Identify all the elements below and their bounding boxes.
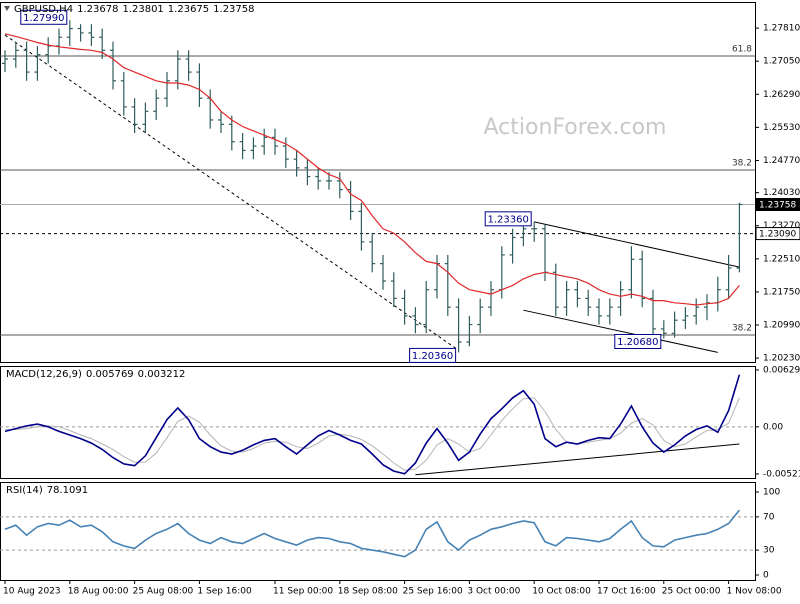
plot-area	[0, 20, 755, 353]
indicator-title: RSI(14)	[6, 485, 43, 496]
indicator-value: 78.1091	[47, 485, 88, 496]
y-tick-label: 0.00	[763, 422, 783, 432]
x-tick-label: 10 Oct 08:00	[532, 587, 591, 597]
header-value: 1.23801	[122, 4, 163, 15]
panel-frame	[0, 2, 756, 363]
watermark: ActionForex.com	[484, 115, 667, 140]
fib-label: 61.8	[732, 44, 752, 54]
y-tick-label: 1.20990	[763, 320, 800, 330]
x-tick-label: 25 Oct 00:00	[662, 587, 721, 597]
y-tick-label: 1.20230	[763, 354, 800, 364]
plot-area	[0, 374, 755, 476]
y-tick-label: 100	[763, 487, 780, 497]
y-tick-label: 30	[763, 546, 775, 556]
indicator-value: 0.005769	[86, 369, 134, 380]
annotation-box	[20, 9, 68, 25]
y-tick-label: -0.005212	[763, 469, 800, 479]
x-tick-label: 18 Sep 08:00	[338, 587, 398, 597]
y-tick-label: 1.25530	[763, 123, 800, 133]
header-value: 1.23758	[213, 4, 254, 15]
indicator-line	[4, 374, 741, 475]
annotation-box	[409, 347, 457, 363]
y-tick-label: 1.27050	[763, 57, 800, 67]
x-tick-label: 1 Sep 16:00	[197, 587, 252, 597]
header-value: 1.23678	[77, 4, 118, 15]
annotation-label: 1.20680	[617, 337, 658, 348]
plot-area	[0, 509, 755, 558]
panel-frame	[0, 482, 756, 581]
price-box-label: 1.23758	[759, 201, 796, 211]
moving-average	[4, 33, 740, 306]
fib-label: 38.2	[732, 324, 752, 334]
header-title: GBPUSD,H4	[14, 4, 73, 15]
indicator-title: MACD(12,26,9)	[6, 369, 82, 380]
indicator-line	[5, 397, 740, 471]
y-tick-label: 70	[763, 512, 775, 522]
y-tick-label: 1.23270	[763, 221, 800, 231]
annotation-box	[614, 333, 662, 349]
trend-line	[4, 34, 459, 351]
annotation-label: 1.23360	[488, 214, 529, 225]
price-box-label: 1.23090	[759, 230, 796, 240]
y-tick-label: 1.24770	[763, 156, 800, 166]
y-tick-label: 1.26290	[763, 90, 800, 100]
header-icon	[4, 6, 10, 11]
annotation-label: 1.20360	[412, 351, 453, 362]
price-box	[755, 227, 800, 241]
y-tick-label: 0	[763, 571, 769, 581]
y-tick-label: 1.21750	[763, 287, 800, 297]
x-tick-label: 10 Aug 2023	[3, 587, 61, 597]
header-value: 1.23675	[168, 4, 209, 15]
indicator-value: 0.003212	[138, 369, 186, 380]
panel-frame	[0, 366, 756, 479]
trend-line	[523, 309, 718, 353]
y-tick-label: 1.27810	[763, 24, 800, 34]
y-tick-label: 1.24030	[763, 188, 800, 198]
x-tick-label: 1 Nov 08:00	[727, 587, 782, 597]
y-tick-label: 0.006292	[763, 365, 800, 375]
x-tick-label: 11 Sep 00:00	[273, 587, 333, 597]
x-tick-label: 25 Sep 16:00	[403, 587, 463, 597]
trend-line	[534, 221, 740, 268]
x-tick-label: 3 Oct 00:00	[467, 587, 520, 597]
price-box	[755, 198, 800, 212]
y-tick-label: 1.22510	[763, 254, 800, 264]
annotation-box	[484, 211, 532, 227]
x-tick-label: 17 Oct 16:00	[597, 587, 656, 597]
indicator-line	[4, 509, 741, 558]
fib-label: 38.2	[732, 159, 752, 169]
x-tick-label: 18 Aug 00:00	[68, 587, 129, 597]
x-tick-label: 25 Aug 08:00	[133, 587, 194, 597]
annotation-label: 1.27990	[23, 13, 64, 24]
trend-line	[415, 443, 740, 476]
